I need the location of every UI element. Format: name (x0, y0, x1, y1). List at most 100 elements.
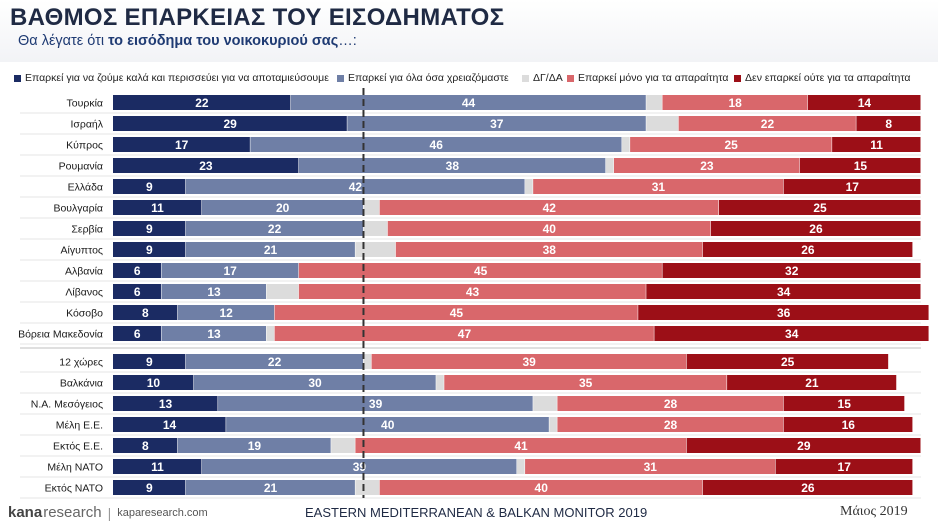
bar-value-label: 30 (308, 376, 322, 390)
subtitle-suffix: …: (338, 33, 357, 49)
bar-value-label: 26 (809, 222, 823, 236)
bar-value-label: 8 (142, 306, 149, 320)
row-label: Αλβανία (65, 266, 103, 278)
legend-swatch-1 (14, 74, 21, 82)
bar-segment (185, 179, 525, 194)
legend-swatch-2 (337, 74, 344, 82)
bar-segment (250, 137, 622, 152)
bar-value-label: 15 (838, 397, 852, 411)
row-label: Τουρκία (67, 98, 103, 110)
bar-segment (605, 158, 614, 173)
bar-value-label: 23 (700, 159, 714, 173)
bar-value-label: 26 (801, 481, 815, 495)
bar-segment (113, 354, 186, 369)
bar-segment (113, 263, 161, 278)
row-label: Σερβία (71, 224, 103, 236)
row-label: Ελλάδα (68, 182, 103, 194)
bar-segment (113, 200, 202, 215)
bar-value-label: 25 (813, 201, 827, 215)
bar-value-label: 34 (777, 285, 791, 299)
bar-segment (113, 396, 218, 411)
bar-segment (113, 158, 299, 173)
legend-label-4: Επαρκεί μόνο για τα απαραίτητα (578, 72, 729, 84)
bar-segment (113, 95, 291, 110)
footer-report-name: EASTERN MEDITERRANEAN & BALKAN MONITOR 2… (305, 505, 648, 520)
bar-segment (613, 158, 800, 173)
bar-segment (395, 242, 703, 257)
bar-segment (185, 221, 363, 236)
footer-logo: kana research | kaparesearch.com (8, 504, 208, 521)
bar-segment (161, 284, 267, 299)
bar-value-label: 16 (842, 418, 856, 432)
chart-legend: Επαρκεί για να ζούμε καλά και περισσεύει… (14, 72, 929, 86)
bar-value-label: 6 (134, 327, 141, 341)
bar-segment (355, 438, 687, 453)
bar-segment (113, 242, 186, 257)
bar-value-label: 18 (728, 96, 742, 110)
bar-segment (557, 396, 784, 411)
row-label: Μέλη ΝΑΤΟ (47, 462, 103, 474)
bar-segment (646, 284, 921, 299)
legend-swatch-4 (567, 74, 574, 82)
bar-segment (363, 354, 372, 369)
bar-segment (662, 95, 808, 110)
bar-segment (549, 417, 557, 432)
bar-segment (347, 116, 646, 131)
bar-segment (363, 200, 380, 215)
bar-value-label: 45 (474, 264, 488, 278)
bar-segment (533, 179, 784, 194)
bar-value-label: 9 (146, 222, 153, 236)
bar-value-label: 14 (163, 418, 177, 432)
bar-segment (517, 459, 525, 474)
bar-value-label: 22 (268, 355, 282, 369)
subtitle-prefix: Θα λέγατε ότι (18, 33, 109, 49)
bar-segment (355, 480, 380, 495)
bar-value-label: 17 (175, 138, 189, 152)
bar-segment (646, 95, 662, 110)
bar-value-label: 32 (785, 264, 799, 278)
legend-item-1: Επαρκεί για να ζούμε καλά και περισσεύει… (14, 72, 329, 84)
bar-segment (630, 137, 832, 152)
bar-segment (113, 417, 226, 432)
bar-segment (387, 221, 711, 236)
bar-segment (113, 438, 178, 453)
bar-segment (185, 480, 355, 495)
bar-value-label: 13 (159, 397, 173, 411)
bar-segment (662, 263, 921, 278)
bar-segment (363, 221, 388, 236)
bar-value-label: 15 (854, 159, 868, 173)
logo-research: research (43, 504, 102, 521)
bar-value-label: 25 (724, 138, 738, 152)
bar-segment (298, 263, 662, 278)
bar-segment (266, 326, 275, 341)
bar-segment (379, 480, 703, 495)
bar-value-label: 6 (134, 264, 141, 278)
bar-value-label: 38 (446, 159, 460, 173)
bar-segment (266, 284, 299, 299)
legend-item-2: Επαρκεί για όλα όσα χρειαζόμαστε (337, 72, 509, 84)
row-label: Μέλη Ε.Ε. (56, 420, 103, 432)
bar-value-label: 29 (797, 439, 811, 453)
bar-value-label: 28 (664, 418, 678, 432)
legend-item-4: Επαρκεί μόνο για τα απαραίτητα (567, 72, 728, 84)
bar-segment (298, 284, 646, 299)
row-label: Ισραήλ (70, 119, 103, 131)
bar-value-label: 13 (207, 285, 221, 299)
bar-segment (177, 305, 275, 320)
bar-segment (355, 242, 396, 257)
bar-segment (113, 480, 186, 495)
legend-label-3: ΔΓ/ΔΑ (533, 72, 563, 84)
bar-segment (290, 95, 646, 110)
bar-segment (444, 375, 727, 390)
bar-value-label: 12 (219, 306, 233, 320)
bar-value-label: 9 (146, 180, 153, 194)
bar-segment (218, 396, 533, 411)
bar-value-label: 26 (801, 243, 815, 257)
legend-swatch-3 (522, 74, 529, 82)
bar-value-label: 42 (543, 201, 557, 215)
bar-segment (298, 158, 606, 173)
bar-segment (832, 137, 921, 152)
bar-segment (646, 116, 679, 131)
row-label: Βόρεια Μακεδονία (18, 329, 103, 341)
bar-value-label: 40 (381, 418, 395, 432)
